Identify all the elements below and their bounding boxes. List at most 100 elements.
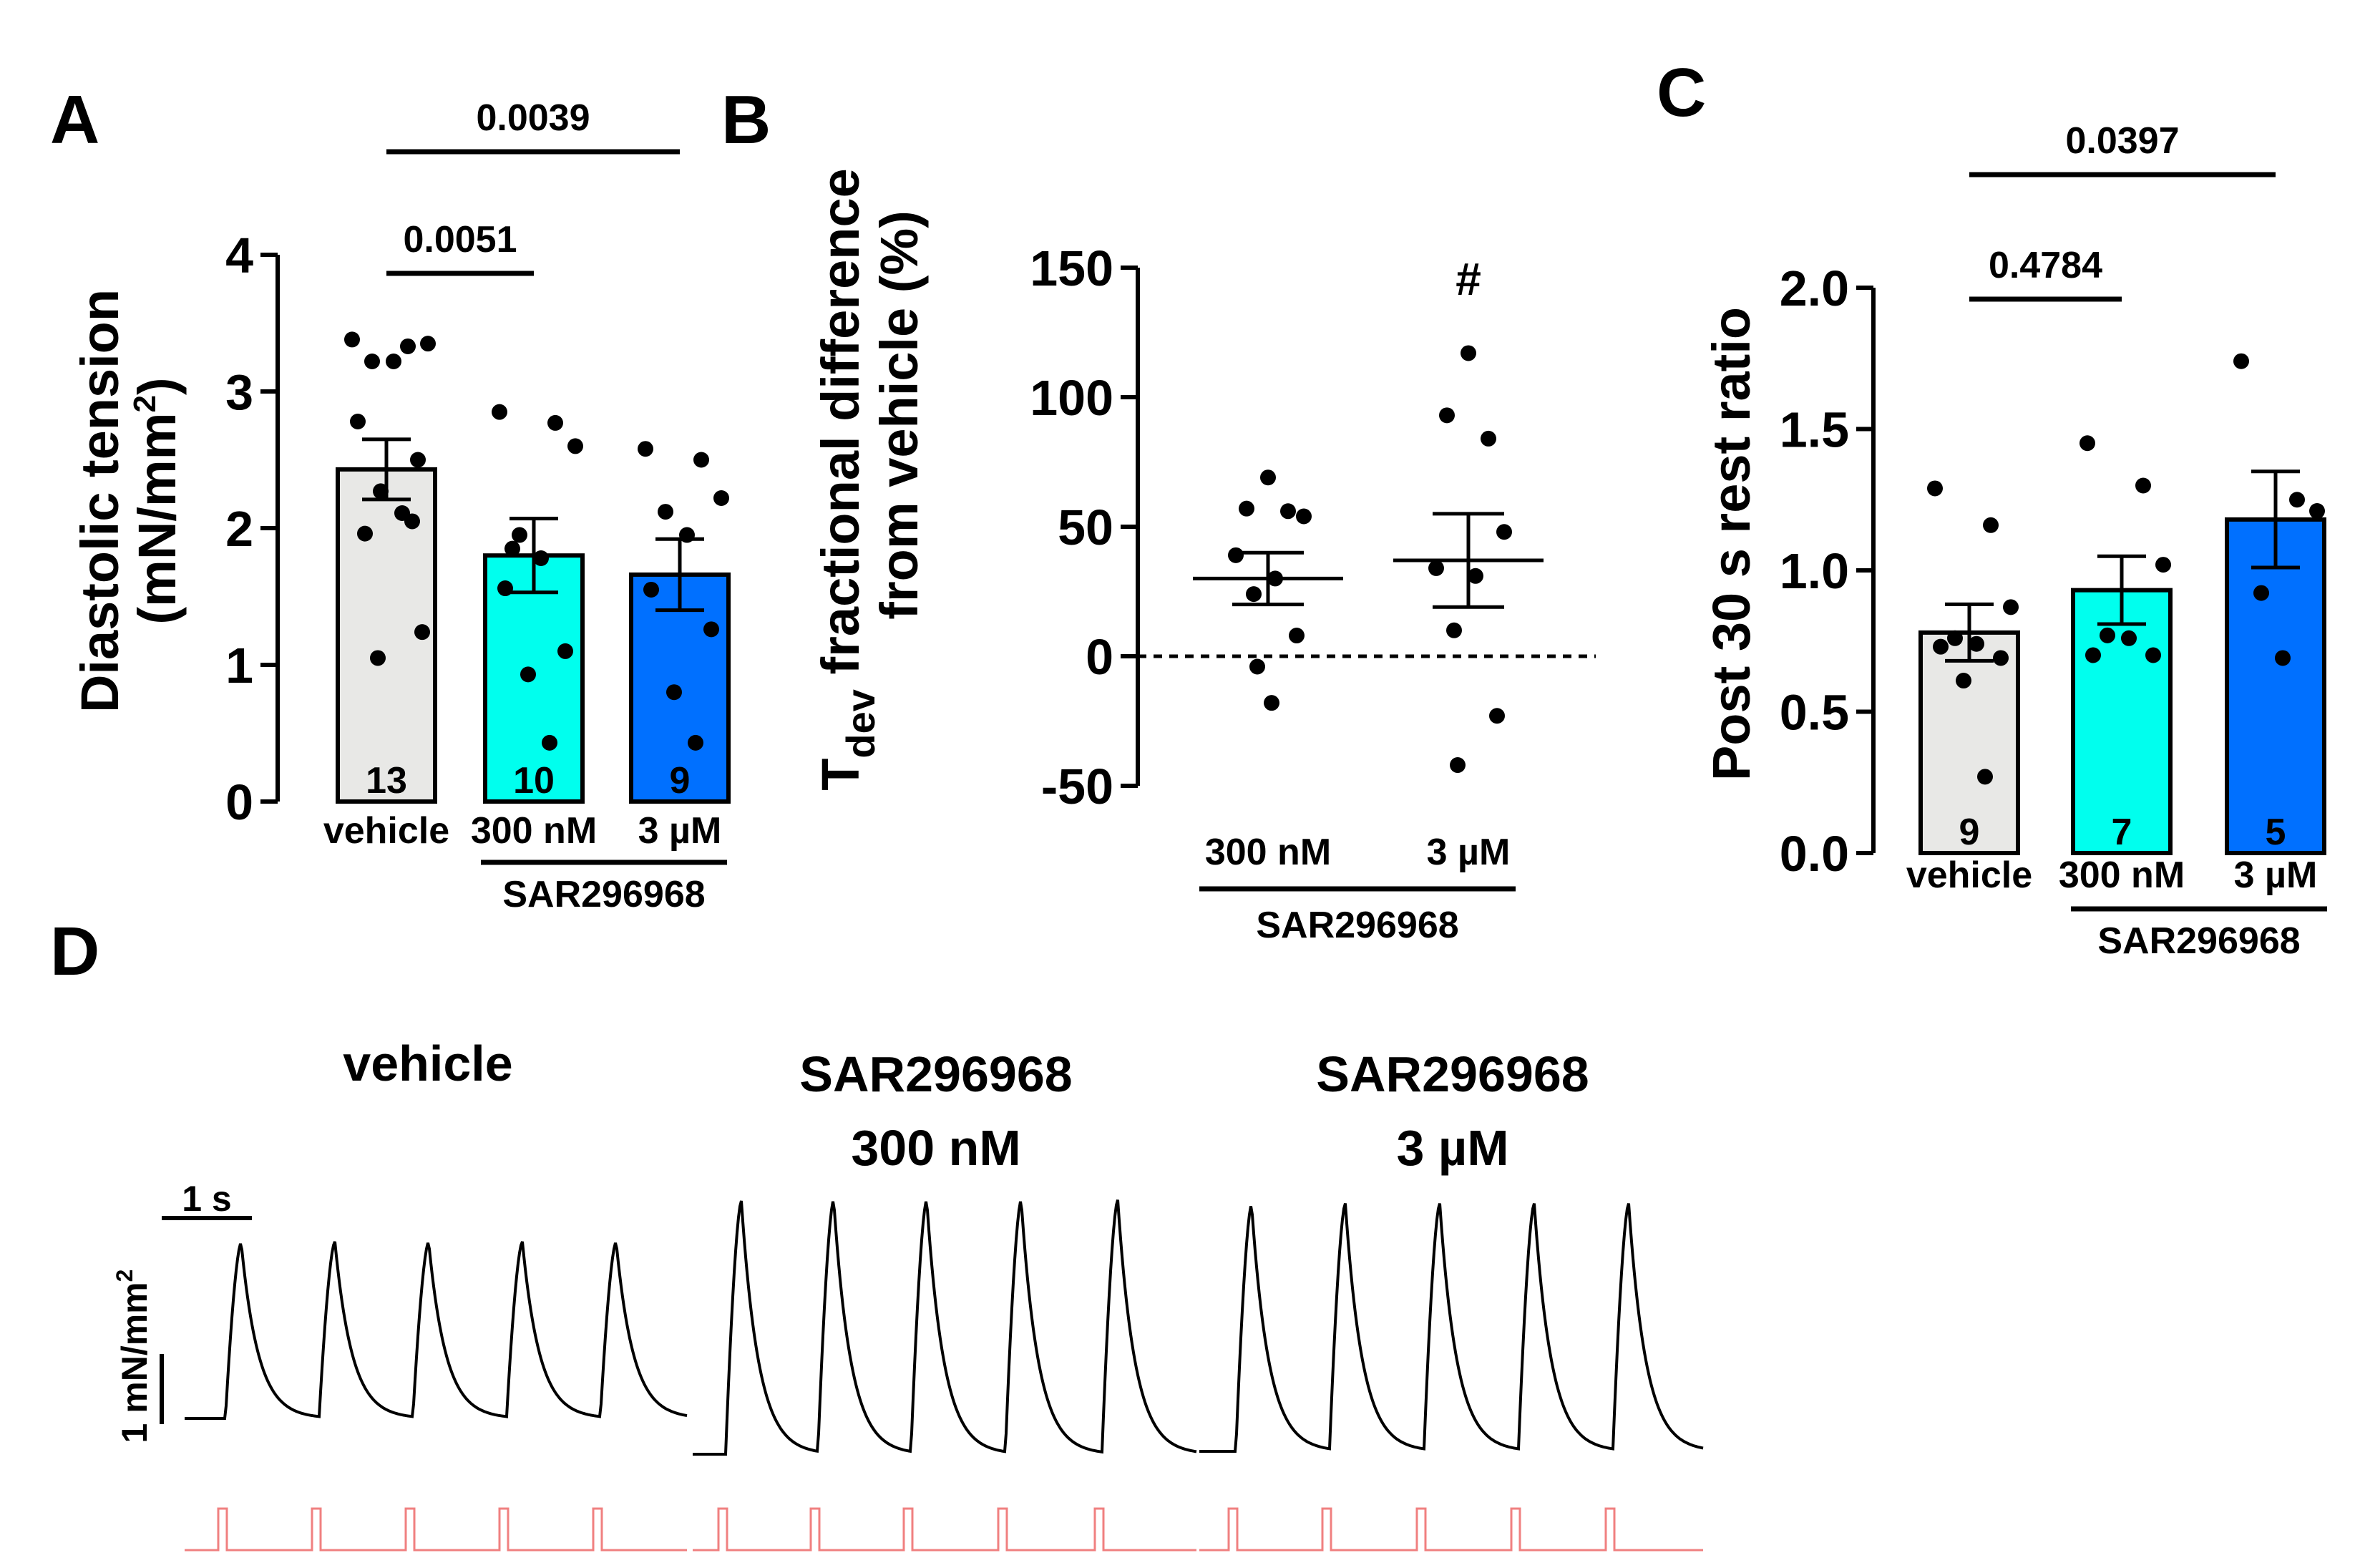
data-point — [386, 353, 401, 369]
data-point — [1446, 622, 1462, 638]
data-point — [533, 550, 549, 567]
y-tick-label: 4 — [225, 228, 253, 283]
y-tick-label: 0.0 — [1780, 826, 1849, 882]
y-tick-label: 2 — [225, 501, 253, 557]
force-scale-unit: 1 mN/mm — [114, 1282, 155, 1443]
panel-b-ylabel: Tdev fractional difference from vehicle … — [811, 168, 929, 791]
y-tick-label: 1.0 — [1780, 543, 1849, 599]
data-point — [1489, 708, 1505, 724]
data-point — [1956, 673, 1971, 689]
data-point — [1468, 568, 1483, 584]
panel-a: A Diastolic tension (mN/mm2) 0123413vehi… — [50, 82, 731, 915]
n-label: 9 — [1959, 812, 1980, 853]
trace-vehicle-title: vehicle — [343, 1036, 512, 1091]
panel-b: B Tdev fractional difference from vehicl… — [721, 82, 1596, 946]
y-tick-label: 100 — [1030, 370, 1113, 426]
data-point — [1264, 695, 1279, 711]
force-trace-1 — [693, 1199, 1197, 1456]
data-point — [1296, 508, 1312, 525]
trace-3um-subtitle: 3 µM — [1396, 1120, 1508, 1176]
data-point — [688, 734, 703, 751]
n-label: 5 — [2266, 812, 2286, 853]
data-point — [370, 650, 386, 666]
force-scale-unit-sup: 2 — [112, 1270, 137, 1282]
data-point — [1933, 638, 1949, 655]
panel-c: C Post 30 s rest ratio 0.0 0.5 1.0 1.5 2.0 9v… — [1657, 54, 2327, 962]
n-label: 9 — [670, 760, 691, 802]
data-point — [400, 338, 416, 354]
category-label: 3 µM — [1427, 832, 1511, 873]
data-point — [1993, 650, 2009, 666]
data-point — [2309, 503, 2325, 520]
y-tick-label: 0 — [1086, 629, 1113, 685]
panel-c-ylabel-text: Post 30 s rest ratio — [1702, 307, 1761, 781]
data-point — [2145, 647, 2161, 663]
group-label: SAR296968 — [2097, 920, 2300, 962]
panel-b-plot: -50 0 50 100 150 300 nM 3 µM # SAR296968 — [1030, 240, 1596, 946]
panel-a-ylabel-unit: (mN/mm — [127, 413, 187, 625]
data-point — [1983, 517, 1999, 533]
data-point — [2121, 630, 2137, 646]
data-point — [373, 483, 389, 500]
data-point — [2275, 650, 2291, 666]
data-point — [414, 624, 430, 641]
y-tick-label: 2.0 — [1780, 260, 1849, 316]
data-point — [404, 513, 420, 530]
panel-b-ylabel-line1: Tdev fractional difference — [811, 168, 883, 791]
data-point — [547, 414, 563, 431]
category-label: 300 nM — [471, 810, 597, 852]
data-point — [1461, 345, 1476, 361]
panel-a-ylabel-unit-close: ) — [127, 377, 187, 395]
data-point — [713, 490, 729, 506]
panel-a-label: A — [50, 82, 99, 158]
y-tick-label: 0.5 — [1780, 685, 1849, 741]
trace-3um-title: SAR296968 — [1316, 1046, 1589, 1102]
data-point — [357, 525, 373, 542]
data-point — [497, 580, 513, 597]
data-point — [1450, 757, 1466, 774]
data-point — [1969, 636, 1984, 652]
data-point — [658, 504, 673, 520]
panel-a-ylabel-unit-sup: 2 — [127, 395, 162, 412]
p-value: 0.0051 — [403, 219, 517, 260]
panel-c-label: C — [1657, 54, 1706, 131]
data-point — [2079, 435, 2095, 452]
force-scale-label: 1 mN/mm2 — [112, 1270, 155, 1443]
data-point — [512, 527, 527, 543]
y-tick-label: 1 — [225, 638, 253, 693]
n-label: 13 — [366, 760, 407, 802]
data-point — [1977, 769, 1993, 785]
panel-b-ylabel-line2: from vehicle (%) — [869, 210, 929, 620]
panel-b-label: B — [721, 82, 771, 158]
y-tick-label: -50 — [1041, 759, 1113, 814]
panel-d: D vehicle SAR296968 300 nM SAR296968 3 µ… — [50, 913, 1704, 1552]
y-tick-label: 3 — [225, 364, 253, 420]
data-point — [492, 404, 507, 420]
data-point — [1481, 430, 1496, 447]
panel-b-ylabel-dev: dev — [838, 689, 883, 759]
data-point — [693, 452, 709, 468]
data-point — [2233, 353, 2249, 369]
data-point — [1239, 500, 1254, 517]
data-point — [2085, 647, 2101, 663]
category-label: 300 nM — [1205, 832, 1331, 873]
data-point — [2100, 627, 2115, 643]
data-point — [638, 441, 653, 457]
panel-c-ylabel: Post 30 s rest ratio — [1702, 307, 1761, 781]
data-point — [666, 684, 682, 701]
stimulus-trace-0 — [185, 1507, 687, 1552]
data-point — [2289, 492, 2305, 508]
data-point — [1260, 469, 1276, 486]
data-point — [1246, 586, 1262, 603]
data-point — [344, 331, 360, 348]
category-label: 3 µM — [638, 810, 722, 852]
n-label: 7 — [2112, 812, 2132, 853]
p-value: 0.0397 — [2065, 120, 2179, 162]
data-point — [364, 353, 380, 369]
data-point — [2155, 557, 2171, 573]
data-point — [504, 540, 520, 557]
panel-a-ylabel-line1: Diastolic tension — [70, 289, 130, 713]
data-point — [542, 734, 557, 751]
